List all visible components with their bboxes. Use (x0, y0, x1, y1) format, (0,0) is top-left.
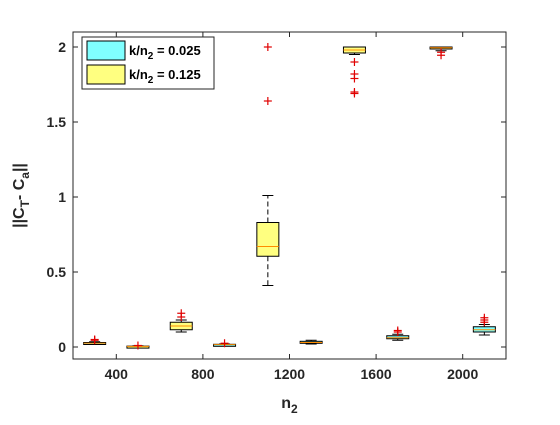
box-0-1 (213, 339, 237, 348)
outlier-marker (90, 335, 99, 344)
outlier-marker (177, 309, 186, 318)
outlier-marker (393, 326, 402, 335)
box-1-4 (429, 46, 453, 60)
y-tick-label: 0 (58, 339, 66, 355)
x-tick-label: 1600 (361, 366, 392, 382)
x-axis-label: n2 (281, 395, 298, 416)
outlier-marker (480, 313, 489, 322)
box-0-3 (386, 326, 410, 341)
y-tick-label: 2 (58, 39, 66, 55)
outlier-marker (220, 339, 229, 348)
outlier-marker (133, 341, 142, 350)
box-0-4 (472, 313, 496, 336)
y-tick-label: 1 (58, 189, 66, 205)
x-tick-label: 2000 (447, 366, 478, 382)
box-1-2 (256, 43, 280, 286)
x-tick-label: 400 (105, 366, 129, 382)
box-1-1 (169, 309, 193, 333)
legend-entry-label: k/n2 = 0.025 (129, 43, 201, 62)
box-1-3 (342, 46, 366, 98)
outlier-marker (350, 74, 359, 83)
outlier-marker (350, 58, 359, 66)
x-tick-label: 800 (191, 366, 215, 382)
legend-entry-label: k/n2 = 0.125 (129, 67, 201, 86)
legend-swatch (86, 40, 126, 61)
y-tick-label: 0.5 (47, 264, 67, 280)
outlier-marker (437, 51, 446, 60)
box-body (256, 222, 280, 257)
legend-swatch (86, 64, 126, 85)
box-1-0 (126, 341, 150, 350)
box-0-2 (299, 339, 323, 345)
outlier-marker (263, 43, 272, 51)
outlier-marker (350, 89, 359, 98)
outlier-marker (263, 97, 272, 105)
y-tick-label: 1.5 (47, 114, 67, 130)
y-axis-label: ||CT- Ca|| (11, 163, 32, 228)
x-tick-label: 1200 (274, 366, 305, 382)
box-0-0 (83, 335, 107, 345)
